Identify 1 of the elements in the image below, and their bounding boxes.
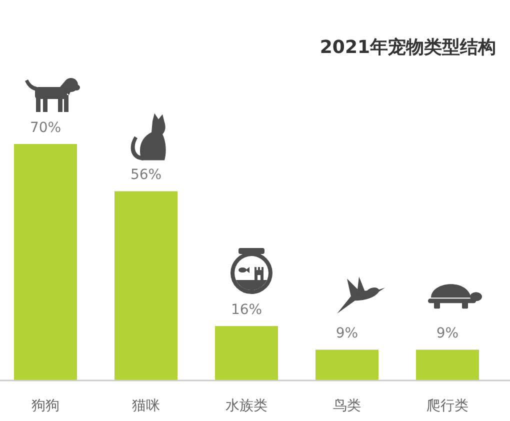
title: 2021年宠物类型结构 <box>320 37 496 58</box>
